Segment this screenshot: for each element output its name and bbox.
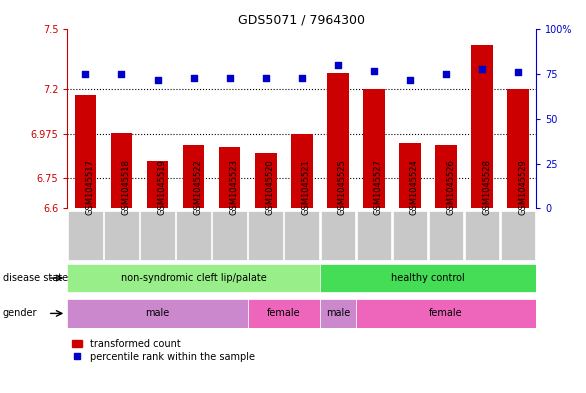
Bar <box>183 145 205 208</box>
Bar <box>320 264 536 292</box>
Point <box>441 71 451 77</box>
Text: GSM1045519: GSM1045519 <box>158 160 166 215</box>
Legend: transformed count, percentile rank within the sample: transformed count, percentile rank withi… <box>72 339 255 362</box>
Text: healthy control: healthy control <box>391 273 465 283</box>
Bar <box>471 45 493 208</box>
Bar <box>74 95 96 208</box>
Bar <box>320 299 356 328</box>
Bar <box>140 211 175 260</box>
Point <box>297 75 306 81</box>
Point <box>261 75 270 81</box>
Point <box>513 69 523 75</box>
Text: GSM1045523: GSM1045523 <box>230 160 239 215</box>
Bar <box>255 152 277 208</box>
Bar <box>507 89 529 208</box>
Bar <box>399 143 421 208</box>
Bar <box>67 299 248 328</box>
Point <box>478 66 487 72</box>
Text: female: female <box>267 309 301 318</box>
Text: GSM1045526: GSM1045526 <box>446 160 455 215</box>
Text: GSM1045517: GSM1045517 <box>86 160 94 215</box>
Text: disease state: disease state <box>3 273 68 283</box>
Bar <box>465 211 499 260</box>
Bar <box>146 161 168 208</box>
Bar <box>393 211 427 260</box>
Text: GSM1045524: GSM1045524 <box>410 160 419 215</box>
Bar <box>176 211 211 260</box>
Bar <box>219 147 240 208</box>
Bar <box>68 211 103 260</box>
Bar <box>327 73 349 208</box>
Text: male: male <box>326 309 350 318</box>
Text: GSM1045520: GSM1045520 <box>265 160 275 215</box>
Text: GSM1045529: GSM1045529 <box>518 160 527 215</box>
Bar <box>212 211 247 260</box>
Text: female: female <box>429 309 463 318</box>
Bar <box>363 89 385 208</box>
Text: GSM1045528: GSM1045528 <box>482 160 491 215</box>
Bar <box>248 299 320 328</box>
Text: GSM1045522: GSM1045522 <box>193 160 203 215</box>
Text: GSM1045518: GSM1045518 <box>121 160 131 215</box>
Point <box>333 62 343 68</box>
Bar <box>501 211 536 260</box>
Text: male: male <box>145 309 170 318</box>
Bar <box>67 264 320 292</box>
Point <box>189 75 198 81</box>
Text: GSM1045525: GSM1045525 <box>338 160 347 215</box>
Bar <box>356 299 536 328</box>
Point <box>406 76 415 83</box>
Point <box>153 76 162 83</box>
Bar <box>248 211 283 260</box>
Text: GSM1045527: GSM1045527 <box>374 160 383 215</box>
Text: gender: gender <box>3 309 38 318</box>
Bar <box>435 145 457 208</box>
Point <box>81 71 90 77</box>
Point <box>225 75 234 81</box>
Title: GDS5071 / 7964300: GDS5071 / 7964300 <box>239 14 365 27</box>
Bar <box>104 211 139 260</box>
Bar <box>357 211 391 260</box>
Bar <box>429 211 464 260</box>
Text: non-syndromic cleft lip/palate: non-syndromic cleft lip/palate <box>121 273 267 283</box>
Bar <box>111 133 132 208</box>
Point <box>369 68 379 74</box>
Point <box>117 71 126 77</box>
Bar <box>291 134 312 208</box>
Bar <box>284 211 319 260</box>
Bar <box>321 211 355 260</box>
Text: GSM1045521: GSM1045521 <box>302 160 311 215</box>
